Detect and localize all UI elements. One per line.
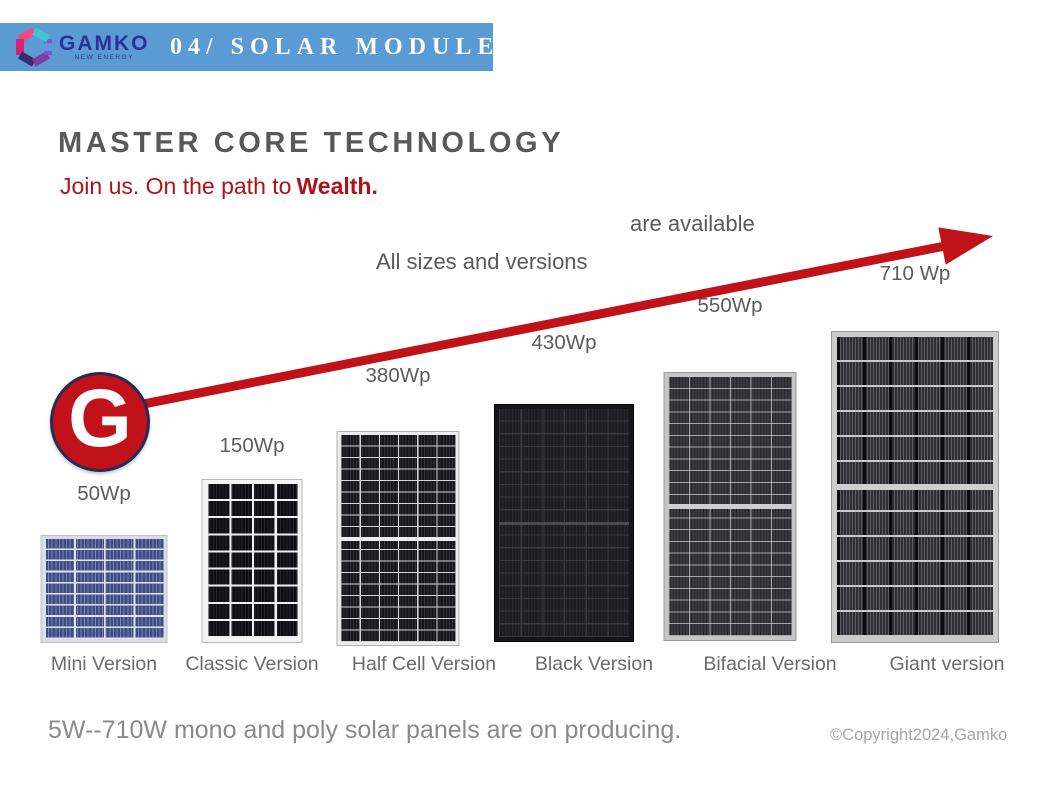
solar-panel-classic-version bbox=[201, 479, 303, 643]
module-black: 430Wp Black Version bbox=[469, 0, 659, 700]
solar-panel-bifacial-version bbox=[663, 372, 797, 641]
solar-panel-half-cell-version bbox=[336, 431, 460, 646]
arrow-caption-line2: are available bbox=[630, 211, 755, 236]
module-name: Bifacial Version bbox=[703, 653, 837, 675]
module-name: Classic Version bbox=[185, 653, 319, 675]
brand-text: GAMKO NEW ENERGY bbox=[59, 33, 150, 62]
module-half-cell: 380Wp Half Cell Version bbox=[303, 0, 496, 700]
wattage-label: 430Wp bbox=[531, 331, 597, 354]
solar-panel-black-version bbox=[494, 404, 634, 642]
wattage-label: 380Wp bbox=[365, 364, 431, 387]
module-giant: 710 Wp Giant version bbox=[820, 0, 1010, 700]
module-name: Mini Version bbox=[50, 653, 158, 675]
g-badge-icon: G bbox=[50, 372, 150, 472]
wattage-label: 710 Wp bbox=[879, 262, 951, 285]
panel-center-divider bbox=[499, 521, 629, 525]
tagline: Join us. On the path to Wealth. bbox=[60, 173, 378, 200]
brand-tagline: NEW ENERGY bbox=[74, 53, 134, 61]
g-badge-letter: G bbox=[68, 373, 132, 464]
module-name: Half Cell Version bbox=[351, 653, 497, 675]
gamko-logo: GAMKO NEW ENERGY bbox=[14, 27, 150, 67]
tagline-regular: Join us. On the path to bbox=[60, 173, 292, 199]
brand-name: GAMKO bbox=[59, 31, 150, 55]
panel-center-divider bbox=[668, 504, 792, 509]
section-title: 04/ SOLAR MODULES bbox=[170, 33, 519, 60]
gamko-cube-icon bbox=[16, 27, 54, 67]
module-classic: 150Wp Classic Version bbox=[157, 0, 347, 700]
logo-opening bbox=[42, 43, 54, 51]
panel-center-divider bbox=[837, 484, 993, 490]
wattage-label: 50Wp bbox=[77, 482, 131, 505]
module-bifacial: 550Wp Bifacial Version bbox=[635, 0, 837, 700]
page-title: MASTER CORE TECHNOLOGY bbox=[58, 127, 565, 159]
module-name: Giant version bbox=[889, 653, 1005, 675]
wattage-label: 550Wp bbox=[697, 294, 763, 317]
wattage-label: 150Wp bbox=[219, 434, 285, 457]
copyright: ©Copyright2024,Gamko bbox=[830, 726, 1008, 744]
production-note: 5W--710W mono and poly solar panels are … bbox=[48, 716, 682, 744]
module-mini: 50Wp Mini Version bbox=[9, 0, 199, 700]
panel-center-divider bbox=[340, 536, 456, 541]
header-bar: GAMKO NEW ENERGY 04/ SOLAR MODULES bbox=[0, 23, 513, 71]
module-name: Black Version bbox=[534, 653, 654, 675]
tagline-bold: Wealth. bbox=[296, 173, 378, 199]
solar-panel-mini-version bbox=[40, 535, 168, 643]
solar-panel-giant-version bbox=[831, 331, 999, 643]
